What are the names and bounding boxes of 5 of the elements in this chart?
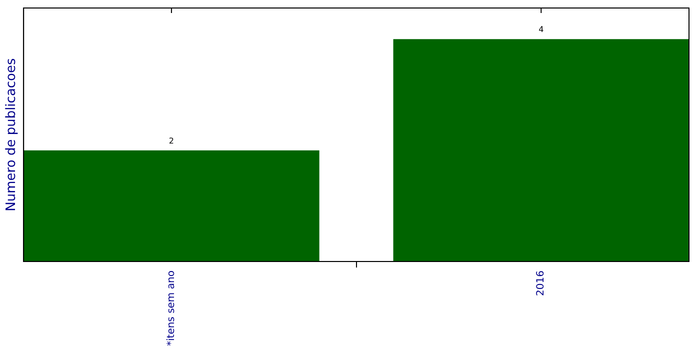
data-label: 4 xyxy=(538,25,544,34)
data-label: 2 xyxy=(168,136,174,146)
y-axis-title: Numero de publicacoes xyxy=(4,58,20,212)
x-tick-label: 2016 xyxy=(536,270,547,296)
x-tick-label: *itens sem ano xyxy=(166,270,178,346)
